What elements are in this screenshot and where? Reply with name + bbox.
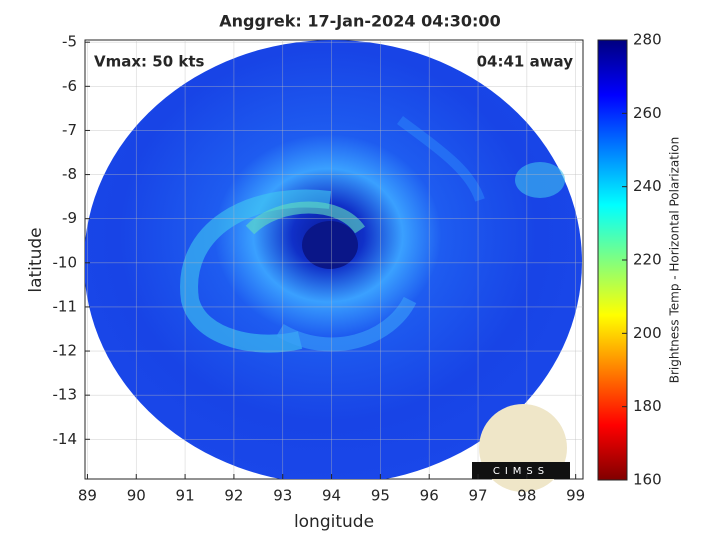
colorbar-tick-label: 240 [633,177,662,195]
logo-text: CIMSS [493,466,549,477]
colorbar-tick-label: 160 [633,471,662,489]
x-axis-label: longitude [294,512,374,532]
y-tick-label: -11 [53,297,78,315]
y-tick-label: -10 [53,253,78,271]
colorbar-tick-label: 260 [633,104,662,122]
x-tick-label: 96 [420,487,439,505]
y-tick-label: -12 [53,342,78,360]
chart-title: Anggrek: 17-Jan-2024 04:30:00 [219,12,500,31]
x-tick-label: 91 [176,487,195,505]
satellite-image [85,40,582,479]
x-tick-label: 99 [566,487,585,505]
y-tick-label: -7 [62,121,77,139]
y-tick-label: -14 [53,430,78,448]
colorbar-label: Brightness Temp - Horizontal Polarizatio… [668,137,682,384]
colorbar-tick-label: 220 [633,251,662,269]
x-tick-label: 92 [224,487,243,505]
x-tick-label: 94 [322,487,341,505]
grid [85,40,583,479]
logo: CIMSS [472,404,570,492]
colorbar-tick-label: 180 [633,397,662,415]
y-tick-label: -13 [53,386,78,404]
y-tick-label: -6 [62,77,77,95]
colorbar-tick-label: 200 [633,324,662,342]
x-tick-label: 95 [371,487,390,505]
annotation: Vmax: 50 kts [94,53,204,71]
y-axis-label: latitude [26,227,46,292]
y-tick-label: -9 [62,209,77,227]
x-tick-label: 93 [273,487,292,505]
x-tick-label: 90 [127,487,146,505]
x-tick-label: 97 [468,487,487,505]
y-tick-label: -8 [62,165,77,183]
x-tick-label: 89 [78,487,97,505]
y-tick-label: -5 [62,33,77,51]
x-tick-label: 98 [517,487,536,505]
colorbar-tick-label: 280 [633,31,662,49]
annotation: 04:41 away [477,53,574,71]
